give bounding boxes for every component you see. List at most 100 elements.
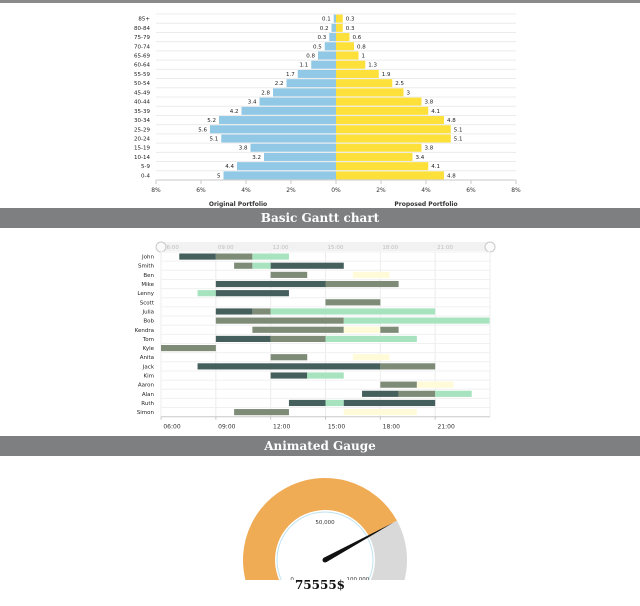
gantt-x-tick-label: 12:00	[273, 424, 290, 431]
pyramid-category-label: 60-64	[134, 63, 150, 69]
pyramid-right-data-label: 3	[407, 90, 411, 96]
gantt-row-label: Lenny	[137, 291, 154, 297]
pyramid-left-data-label: 5.2	[207, 118, 216, 124]
pyramid-right-data-label: 0.6	[353, 35, 362, 41]
pyramid-right-data-label: 2.5	[395, 81, 404, 87]
gantt-row-label: Aaron	[138, 383, 155, 389]
pyramid-category-label: 10-14	[134, 155, 150, 161]
gauge-needle-pivot	[322, 557, 328, 563]
pyramid-right-bar	[336, 143, 422, 152]
pyramid-left-bar	[223, 171, 336, 180]
gantt-navigator-right-handle	[484, 241, 496, 253]
pyramid-category-label: 5-9	[141, 164, 150, 170]
pyramid-left-data-label: 0.1	[322, 17, 331, 23]
gantt-task-bar	[179, 253, 216, 260]
gantt-task-bar	[352, 271, 390, 278]
gantt-navigator-track	[161, 242, 490, 251]
gantt-task-bar	[234, 262, 253, 269]
gantt-task-bar	[215, 253, 253, 260]
pyramid-category-label: 15-19	[134, 146, 150, 152]
gantt-task-bar	[325, 335, 417, 342]
gantt-task-bar	[398, 390, 436, 397]
gantt-chart[interactable]: 06:00 09:00 12:00 15:00 18:00 21:00 John Smith B…	[0, 236, 640, 436]
pyramid-category-label: 55-59	[134, 72, 150, 78]
pyramid-x-tick-label: 0%	[331, 187, 341, 194]
gantt-task-bar	[343, 317, 490, 324]
gantt-task-bar	[215, 280, 326, 288]
gantt-task-bar	[435, 390, 472, 397]
pyramid-left-data-label: 3.4	[248, 100, 257, 106]
gantt-task-bar	[215, 308, 253, 315]
pyramid-left-data-label: 5.6	[198, 127, 207, 133]
pyramid-left-data-label: 3.2	[252, 155, 261, 161]
gantt-task-bar	[270, 354, 308, 361]
pyramid-left-bar	[318, 51, 336, 60]
pyramid-left-bar	[273, 88, 336, 97]
pyramid-category-label: 50-54	[134, 81, 150, 87]
gantt-task-bar	[252, 308, 271, 315]
pyramid-left-bar	[329, 33, 336, 42]
pyramid-right-bar	[336, 171, 444, 180]
gantt-task-bar	[325, 299, 381, 306]
gantt-row-label: Kim	[144, 374, 155, 380]
pyramid-category-label: 40-44	[134, 100, 150, 106]
gauge-tick-label: 100,000	[347, 577, 370, 580]
pyramid-left-bar	[331, 23, 336, 32]
gantt-task-bar	[252, 262, 271, 269]
pyramid-left-series-label: Original Portfolio	[209, 201, 267, 208]
pyramid-left-bar	[250, 143, 336, 152]
pyramid-right-bar	[336, 60, 366, 69]
pyramid-right-bar	[336, 88, 404, 97]
pyramid-category-label: 30-34	[134, 118, 150, 124]
gantt-task-bar	[215, 335, 271, 342]
gantt-row-label: Mike	[141, 282, 154, 288]
pyramid-left-bar	[210, 125, 336, 134]
pyramid-right-data-label: 4.8	[447, 118, 456, 124]
gantt-x-tick-label: 15:00	[328, 424, 345, 431]
pyramid-x-tick-label: 4%	[421, 187, 431, 194]
pyramid-right-data-label: 0.3	[346, 17, 355, 23]
gantt-section-header: Basic Gantt chart	[0, 208, 640, 228]
pyramid-right-data-label: 0.3	[346, 26, 355, 32]
pyramid-left-data-label: 4.4	[225, 164, 234, 170]
pyramid-left-data-label: 2.2	[275, 81, 284, 87]
gantt-task-bar	[270, 372, 308, 379]
gantt-task-bar	[343, 409, 417, 416]
gantt-task-bar	[288, 399, 326, 407]
pyramid-right-data-label: 0.8	[357, 44, 366, 50]
pyramid-right-bar	[336, 106, 429, 115]
pyramid-right-data-label: 4.8	[447, 173, 456, 179]
gantt-task-bar	[197, 363, 381, 370]
pyramid-x-tick-label: 2%	[376, 187, 386, 194]
pyramid-right-bar	[336, 116, 444, 125]
gantt-section-title: Basic Gantt chart	[260, 211, 380, 225]
pyramid-right-data-label: 5.1	[454, 127, 463, 133]
gantt-row-label: Anita	[140, 355, 154, 361]
pyramid-right-bar	[336, 125, 451, 134]
pyramid-right-bar	[336, 33, 350, 42]
pyramid-right-data-label: 3.4	[416, 155, 425, 161]
pyramid-left-bar	[286, 79, 336, 88]
pyramid-category-label: 70-74	[134, 44, 150, 50]
pyramid-left-bar	[221, 134, 336, 143]
pyramid-category-label: 65-69	[134, 54, 150, 60]
pyramid-right-data-label: 5.1	[454, 137, 463, 143]
pyramid-left-bar	[324, 42, 336, 51]
pyramid-right-bar	[336, 42, 354, 51]
pyramid-left-bar	[241, 106, 336, 115]
gantt-row-label: Tom	[142, 337, 154, 343]
pyramid-x-tick-label: 8%	[151, 187, 161, 194]
pyramid-right-bar	[336, 162, 429, 171]
gauge-chart: 0 50,000 100,000	[243, 478, 407, 580]
gantt-task-bar	[362, 390, 399, 397]
gantt-task-bar	[270, 271, 308, 278]
pyramid-left-bar	[219, 116, 336, 125]
gantt-task-bar	[325, 399, 344, 407]
gantt-row-label: Ben	[143, 273, 154, 279]
pyramid-x-tick-label: 8%	[511, 187, 521, 194]
pyramid-left-data-label: 0.8	[306, 54, 315, 60]
gantt-navigator-tick-label: 12:00	[273, 245, 289, 251]
gantt-task-bar	[343, 399, 436, 407]
pyramid-category-label: 45-49	[134, 90, 150, 96]
pyramid-left-data-label: 3.8	[239, 146, 248, 152]
